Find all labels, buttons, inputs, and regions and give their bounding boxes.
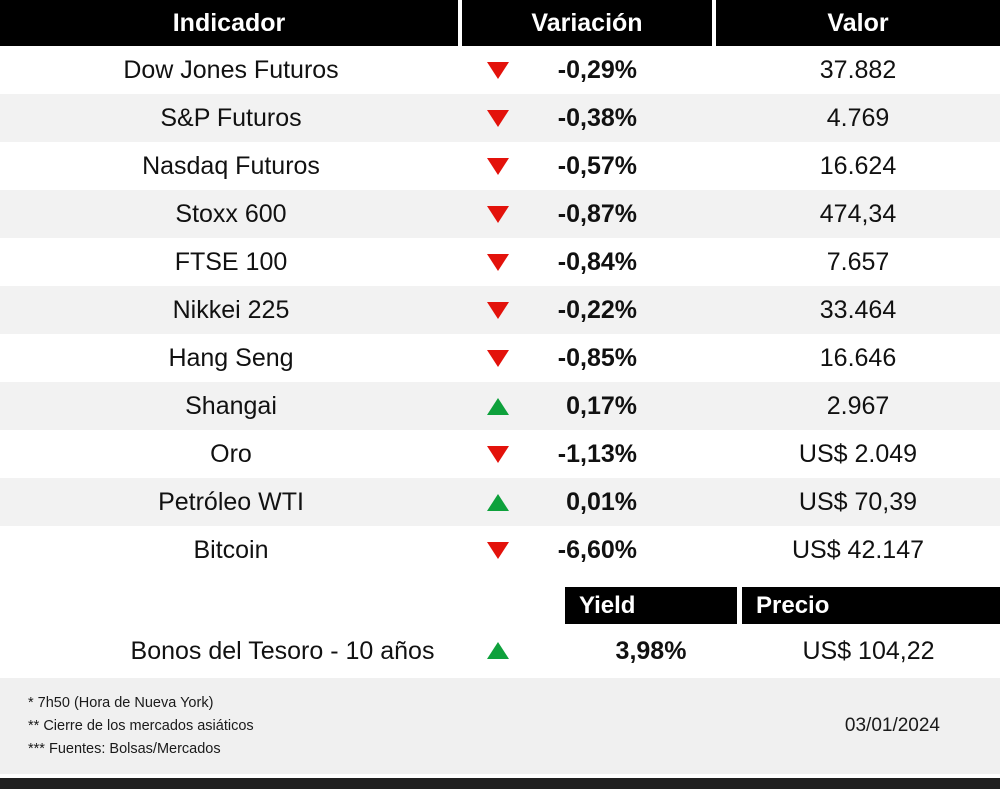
table-row: FTSE 100 -0,84% 7.657 bbox=[0, 238, 1000, 286]
direction-triangle-icon bbox=[487, 301, 509, 319]
indicator-label: Petróleo WTI bbox=[158, 487, 304, 516]
value-label: 16.646 bbox=[819, 343, 897, 372]
footnotes-band: * 7h50 (Hora de Nueva York) ** Cierre de… bbox=[0, 678, 1000, 774]
header-gap bbox=[712, 0, 716, 46]
variation-value: -0,84% bbox=[557, 247, 637, 276]
table-row: Stoxx 600 -0,87% 474,34 bbox=[0, 190, 1000, 238]
variation-value: -0,29% bbox=[557, 55, 637, 84]
header-precio: Precio bbox=[742, 587, 1000, 624]
value-label: US$ 42.147 bbox=[791, 535, 925, 564]
value-label: 33.464 bbox=[819, 295, 897, 324]
table-row: S&P Futuros -0,38% 4.769 bbox=[0, 94, 1000, 142]
indicator-label: Hang Seng bbox=[168, 343, 294, 372]
table-row: Shangai 0,17% 2.967 bbox=[0, 382, 1000, 430]
table-row: Oro -1,13% US$ 2.049 bbox=[0, 430, 1000, 478]
indicator-label: Oro bbox=[210, 439, 252, 468]
value-label: US$ 2.049 bbox=[798, 439, 918, 468]
variation-cell: -0,22% bbox=[462, 296, 716, 325]
footnote-line: * 7h50 (Hora de Nueva York) bbox=[28, 694, 214, 711]
direction-triangle-icon bbox=[487, 493, 509, 511]
variation-cell: 0,17% bbox=[462, 392, 716, 421]
direction-triangle-icon bbox=[487, 642, 509, 659]
variation-cell: -0,57% bbox=[462, 152, 716, 181]
table-row: Bitcoin -6,60% US$ 42.147 bbox=[0, 526, 1000, 574]
header-valor: Valor bbox=[716, 0, 1000, 46]
date-label: 03/01/2024 bbox=[844, 715, 940, 736]
footnotes: * 7h50 (Hora de Nueva York) ** Cierre de… bbox=[28, 692, 254, 761]
direction-triangle-icon bbox=[487, 205, 509, 223]
variation-value: -1,13% bbox=[557, 439, 637, 468]
value-label: 4.769 bbox=[826, 103, 890, 132]
value-label: 37.882 bbox=[819, 55, 897, 84]
variation-cell: -6,60% bbox=[462, 536, 716, 565]
variation-value: -0,57% bbox=[557, 151, 637, 180]
value-label: 7.657 bbox=[826, 247, 890, 276]
bond-indicator-label: Bonos del Tesoro - 10 años bbox=[130, 636, 435, 665]
variation-cell: -0,38% bbox=[462, 104, 716, 133]
value-label: 16.624 bbox=[819, 151, 897, 180]
bond-yield-value: 3,98% bbox=[615, 636, 687, 665]
direction-triangle-icon bbox=[487, 253, 509, 271]
direction-triangle-icon bbox=[487, 157, 509, 175]
header-indicador: Indicador bbox=[0, 0, 458, 46]
variation-value: -0,85% bbox=[557, 343, 637, 372]
variation-value: 0,01% bbox=[566, 487, 637, 516]
table-row: Hang Seng -0,85% 16.646 bbox=[0, 334, 1000, 382]
variation-value: 0,17% bbox=[566, 391, 637, 420]
direction-triangle-icon bbox=[487, 61, 509, 79]
variation-cell: -0,84% bbox=[462, 248, 716, 277]
variation-cell: -0,85% bbox=[462, 344, 716, 373]
bond-table-header: Yield Precio bbox=[0, 587, 1000, 624]
variation-value: -0,38% bbox=[557, 103, 637, 132]
value-label: 474,34 bbox=[819, 199, 897, 228]
variation-cell: 0,01% bbox=[462, 488, 716, 517]
bond-price-value: US$ 104,22 bbox=[802, 636, 935, 665]
header-spacer bbox=[0, 587, 565, 624]
table-row: Dow Jones Futuros -0,29% 37.882 bbox=[0, 46, 1000, 94]
indicator-label: Nasdaq Futuros bbox=[142, 151, 320, 180]
main-table-body: Dow Jones Futuros -0,29% 37.882 S&P Futu… bbox=[0, 46, 1000, 574]
direction-triangle-icon bbox=[487, 349, 509, 367]
variation-cell: -0,29% bbox=[462, 56, 716, 85]
direction-triangle-icon bbox=[487, 109, 509, 127]
direction-triangle-icon bbox=[487, 541, 509, 559]
variation-value: -6,60% bbox=[557, 535, 637, 564]
indicator-label: Nikkei 225 bbox=[172, 295, 290, 324]
footnote-line: *** Fuentes: Bolsas/Mercados bbox=[28, 740, 221, 757]
indicator-label: FTSE 100 bbox=[174, 247, 288, 276]
bottom-bar bbox=[0, 778, 1000, 789]
footnote-line: ** Cierre de los mercados asiáticos bbox=[28, 717, 254, 734]
header-gap bbox=[737, 587, 742, 624]
indicator-label: S&P Futuros bbox=[160, 103, 302, 132]
indicator-label: Dow Jones Futuros bbox=[123, 55, 339, 84]
variation-value: -0,22% bbox=[557, 295, 637, 324]
main-table-header: Indicador Variación Valor bbox=[0, 0, 1000, 46]
indicator-label: Stoxx 600 bbox=[175, 199, 287, 228]
table-row: Nasdaq Futuros -0,57% 16.624 bbox=[0, 142, 1000, 190]
table-row: Nikkei 225 -0,22% 33.464 bbox=[0, 286, 1000, 334]
direction-triangle-icon bbox=[487, 397, 509, 415]
header-yield: Yield bbox=[565, 587, 737, 624]
direction-triangle-icon bbox=[487, 445, 509, 463]
variation-cell: -0,87% bbox=[462, 200, 716, 229]
variation-value: -0,87% bbox=[557, 199, 637, 228]
value-label: 2.967 bbox=[826, 391, 890, 420]
indicator-label: Bitcoin bbox=[193, 535, 269, 564]
bond-row: Bonos del Tesoro - 10 años 3,98% US$ 104… bbox=[0, 624, 1000, 678]
indicator-label: Shangai bbox=[185, 391, 277, 420]
table-row: Petróleo WTI 0,01% US$ 70,39 bbox=[0, 478, 1000, 526]
variation-cell: -1,13% bbox=[462, 440, 716, 469]
value-label: US$ 70,39 bbox=[798, 487, 918, 516]
header-gap bbox=[458, 0, 462, 46]
header-variacion: Variación bbox=[462, 0, 712, 46]
